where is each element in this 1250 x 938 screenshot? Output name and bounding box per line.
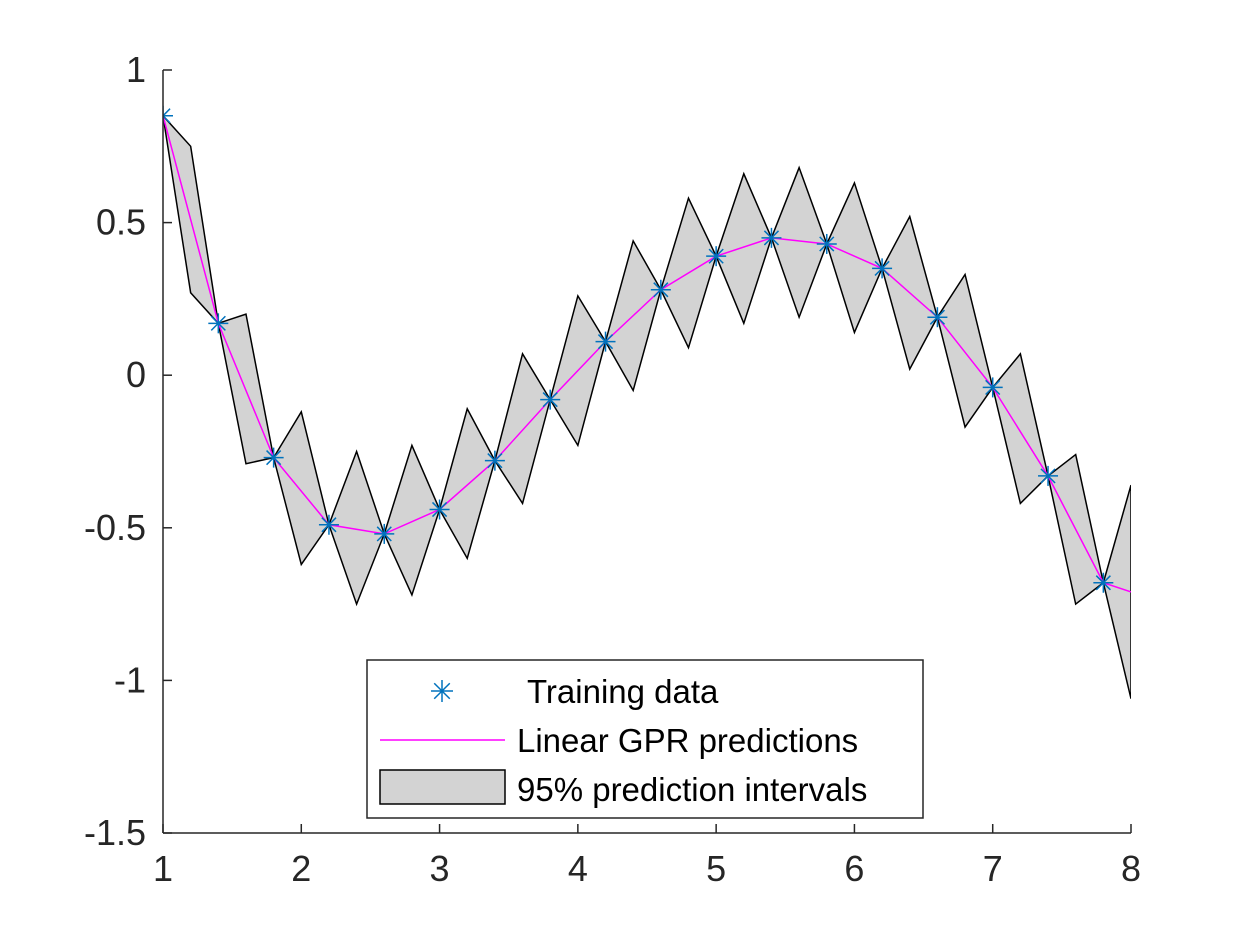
training-data-point xyxy=(318,514,339,535)
y-tick-label: 1 xyxy=(126,49,146,90)
legend-asterisk-shape xyxy=(431,680,453,702)
y-tick-label: 0.5 xyxy=(96,202,146,243)
legend-band-swatch xyxy=(379,769,506,805)
training-data-point xyxy=(429,499,450,520)
training-data-point xyxy=(872,258,893,279)
training-data-point xyxy=(163,105,173,126)
axes: 1 2 3 4 5 6 7 8 1 0.5 0 -0.5 -1 -1.5 xyxy=(84,49,1141,889)
y-tick-label: 0 xyxy=(126,354,146,395)
x-tick-label: 2 xyxy=(291,848,311,889)
x-tick-label: 4 xyxy=(568,848,588,889)
plot-area xyxy=(163,105,1131,699)
y-tick-label: -0.5 xyxy=(84,507,146,548)
training-data-markers xyxy=(163,105,1114,593)
training-data-point xyxy=(816,233,837,254)
training-data-point xyxy=(1038,465,1059,486)
x-tick-label: 5 xyxy=(706,848,726,889)
legend-label-prediction-intervals: 95% prediction intervals xyxy=(517,771,867,808)
x-tick-label: 3 xyxy=(430,848,450,889)
y-tick-label: -1 xyxy=(114,659,146,700)
training-data-point xyxy=(263,447,284,468)
training-data-point xyxy=(208,313,229,334)
x-tick-label: 6 xyxy=(844,848,864,889)
y-tick-label: -1.5 xyxy=(84,812,146,853)
x-tick-label: 8 xyxy=(1121,848,1141,889)
training-data-point xyxy=(982,377,1003,398)
legend-label-gpr-predictions: Linear GPR predictions xyxy=(517,722,858,759)
legend: Training data Linear GPR predictions 95%… xyxy=(366,659,924,819)
training-data-point xyxy=(374,523,395,544)
x-tick-label: 1 xyxy=(153,848,173,889)
legend-label-training-data: Training data xyxy=(527,673,719,710)
legend-asterisk-icon xyxy=(431,680,453,702)
training-data-point xyxy=(595,331,616,352)
x-tick-label: 7 xyxy=(983,848,1003,889)
training-data-point xyxy=(927,307,948,328)
training-data-point xyxy=(540,389,561,410)
training-data-point xyxy=(650,279,671,300)
training-data-point xyxy=(484,450,505,471)
training-data-point xyxy=(761,227,782,248)
training-data-point xyxy=(1093,572,1114,593)
training-data-point xyxy=(706,246,727,267)
